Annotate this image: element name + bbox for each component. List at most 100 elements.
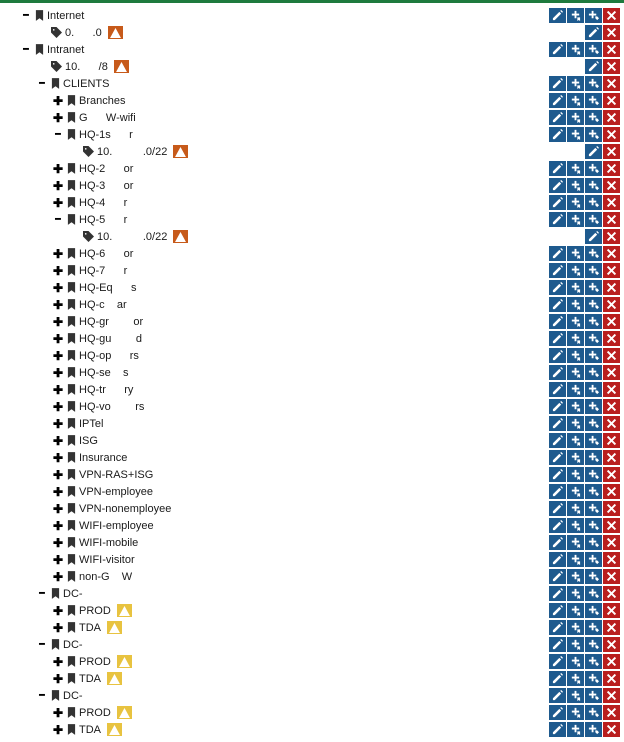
add-tag-button[interactable] (585, 722, 602, 737)
add-tag-button[interactable] (585, 569, 602, 584)
add-tag-button[interactable] (585, 382, 602, 397)
add-tag-button[interactable] (585, 433, 602, 448)
node-label[interactable]: TDA (79, 673, 101, 685)
delete-button[interactable] (603, 314, 620, 329)
edit-button[interactable] (549, 501, 566, 516)
node-label[interactable]: VPN-employee (79, 486, 153, 498)
expand-toggle[interactable]: ✚ (52, 503, 64, 515)
edit-button[interactable] (549, 569, 566, 584)
add-tag-button[interactable] (585, 212, 602, 227)
delete-button[interactable] (603, 654, 620, 669)
expand-toggle[interactable]: ✚ (52, 112, 64, 124)
expand-toggle[interactable]: ✚ (52, 724, 64, 736)
add-tag-button[interactable] (585, 297, 602, 312)
add-tag-button[interactable] (585, 620, 602, 635)
add-bookmark-button[interactable] (567, 195, 584, 210)
delete-button[interactable] (603, 535, 620, 550)
delete-button[interactable] (603, 603, 620, 618)
add-bookmark-button[interactable] (567, 450, 584, 465)
node-label[interactable]: PROD (79, 605, 111, 617)
delete-button[interactable] (603, 246, 620, 261)
node-label[interactable]: TDA (79, 724, 101, 736)
edit-button[interactable] (549, 8, 566, 23)
delete-button[interactable] (603, 450, 620, 465)
add-tag-button[interactable] (585, 399, 602, 414)
add-bookmark-button[interactable] (567, 399, 584, 414)
expand-toggle[interactable]: ✚ (52, 316, 64, 328)
expand-toggle[interactable]: ✚ (52, 537, 64, 549)
add-tag-button[interactable] (585, 688, 602, 703)
node-label[interactable]: HQ-3 or (79, 180, 133, 192)
add-bookmark-button[interactable] (567, 348, 584, 363)
delete-button[interactable] (603, 25, 620, 40)
expand-toggle[interactable]: ✚ (52, 435, 64, 447)
node-label[interactable]: HQ-7 r (79, 265, 127, 277)
collapse-toggle[interactable]: ━ (20, 44, 32, 56)
add-tag-button[interactable] (585, 127, 602, 142)
delete-button[interactable] (603, 229, 620, 244)
add-bookmark-button[interactable] (567, 569, 584, 584)
delete-button[interactable] (603, 518, 620, 533)
edit-button[interactable] (585, 59, 602, 74)
expand-toggle[interactable]: ✚ (52, 401, 64, 413)
node-label[interactable]: non-G W (79, 571, 132, 583)
node-label[interactable]: DC- (63, 639, 95, 651)
edit-button[interactable] (549, 484, 566, 499)
delete-button[interactable] (603, 620, 620, 635)
node-label[interactable]: IPTel (79, 418, 103, 430)
add-tag-button[interactable] (585, 416, 602, 431)
collapse-toggle[interactable]: ━ (20, 10, 32, 22)
add-bookmark-button[interactable] (567, 93, 584, 108)
add-bookmark-button[interactable] (567, 637, 584, 652)
add-tag-button[interactable] (585, 450, 602, 465)
node-label[interactable]: G W-wifi (79, 112, 136, 124)
edit-button[interactable] (549, 297, 566, 312)
node-label[interactable]: TDA (79, 622, 101, 634)
expand-toggle[interactable]: ✚ (52, 95, 64, 107)
add-bookmark-button[interactable] (567, 365, 584, 380)
add-bookmark-button[interactable] (567, 518, 584, 533)
add-tag-button[interactable] (585, 603, 602, 618)
node-label[interactable]: HQ-tr ry (79, 384, 133, 396)
collapse-toggle[interactable]: ━ (36, 690, 48, 702)
add-bookmark-button[interactable] (567, 280, 584, 295)
delete-button[interactable] (603, 76, 620, 91)
expand-toggle[interactable]: ✚ (52, 418, 64, 430)
edit-button[interactable] (549, 654, 566, 669)
edit-button[interactable] (549, 722, 566, 737)
add-bookmark-button[interactable] (567, 705, 584, 720)
edit-button[interactable] (549, 195, 566, 210)
add-tag-button[interactable] (585, 42, 602, 57)
add-tag-button[interactable] (585, 93, 602, 108)
add-bookmark-button[interactable] (567, 110, 584, 125)
add-tag-button[interactable] (585, 161, 602, 176)
add-bookmark-button[interactable] (567, 263, 584, 278)
delete-button[interactable] (603, 671, 620, 686)
add-tag-button[interactable] (585, 654, 602, 669)
expand-toggle[interactable]: ✚ (52, 469, 64, 481)
add-tag-button[interactable] (585, 518, 602, 533)
expand-toggle[interactable]: ✚ (52, 656, 64, 668)
edit-button[interactable] (549, 212, 566, 227)
node-label[interactable]: HQ-Eq s (79, 282, 136, 294)
delete-button[interactable] (603, 688, 620, 703)
delete-button[interactable] (603, 365, 620, 380)
delete-button[interactable] (603, 144, 620, 159)
add-bookmark-button[interactable] (567, 433, 584, 448)
delete-button[interactable] (603, 382, 620, 397)
node-label[interactable]: DC- (63, 690, 101, 702)
edit-button[interactable] (549, 535, 566, 550)
add-bookmark-button[interactable] (567, 178, 584, 193)
add-bookmark-button[interactable] (567, 297, 584, 312)
expand-toggle[interactable]: ✚ (52, 197, 64, 209)
node-label[interactable]: WIFI-visitor (79, 554, 135, 566)
add-bookmark-button[interactable] (567, 382, 584, 397)
edit-button[interactable] (549, 76, 566, 91)
collapse-toggle[interactable]: ━ (36, 78, 48, 90)
edit-button[interactable] (549, 314, 566, 329)
add-tag-button[interactable] (585, 314, 602, 329)
add-tag-button[interactable] (585, 671, 602, 686)
add-tag-button[interactable] (585, 586, 602, 601)
edit-button[interactable] (549, 603, 566, 618)
add-bookmark-button[interactable] (567, 688, 584, 703)
